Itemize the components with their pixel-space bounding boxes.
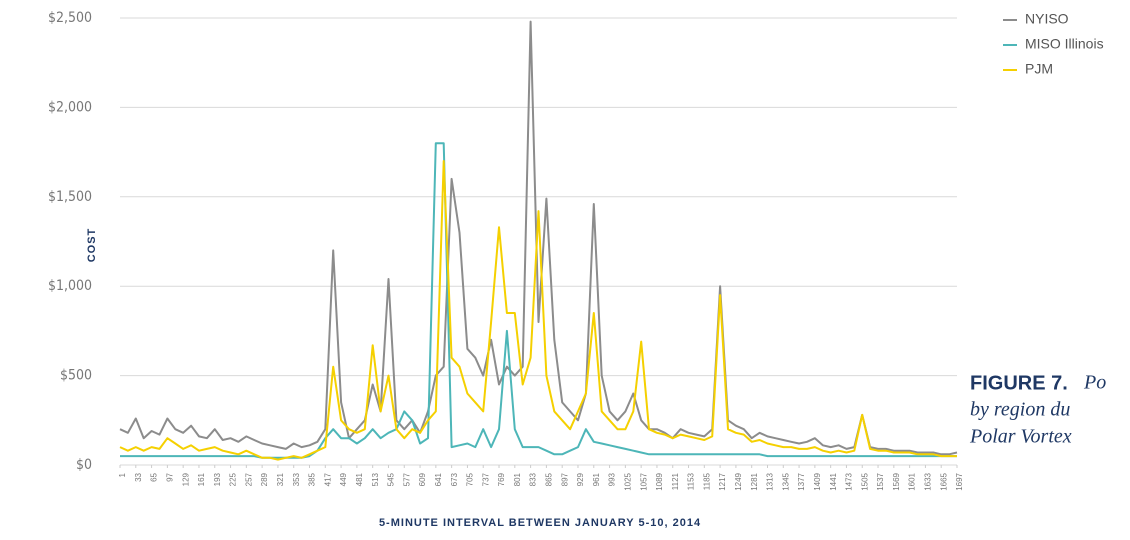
x-tick-label: 993 [608,472,617,486]
x-tick-label: 321 [276,472,285,486]
y-tick-label: $500 [60,368,92,384]
caption-line: Po [1083,372,1106,394]
x-tick-label: 1665 [939,472,948,490]
x-tick-label: 513 [371,472,380,486]
x-tick-label: 545 [387,472,396,486]
y-tick-label: $2,000 [48,99,92,115]
y-tick-label: $0 [76,457,92,473]
x-tick-label: 33 [134,472,143,481]
x-tick-label: 481 [355,472,364,486]
x-tick-label: 929 [576,472,585,486]
x-tick-label: 1377 [797,472,806,490]
x-tick-label: 225 [229,472,238,486]
caption-line: Polar Vortex [969,426,1072,448]
y-axis-label: COST [86,228,98,263]
x-tick-label: 257 [244,472,253,486]
x-tick-label: 577 [402,472,411,486]
x-tick-label: 705 [466,472,475,486]
x-tick-label: 1 [118,472,127,477]
x-tick-label: 641 [434,472,443,486]
x-tick-label: 609 [418,472,427,486]
x-tick-label: 289 [260,472,269,486]
x-tick-label: 1153 [687,472,696,490]
x-tick-label: 129 [181,472,190,486]
x-tick-label: 673 [450,472,459,486]
x-tick-label: 1121 [671,472,680,490]
x-tick-label: 97 [165,472,174,481]
x-tick-label: 1441 [829,472,838,490]
x-tick-label: 1409 [813,472,822,490]
x-tick-label: 1569 [892,472,901,490]
y-tick-label: $1,500 [48,189,92,205]
x-tick-label: 1313 [766,472,775,490]
x-tick-label: 193 [213,472,222,486]
x-tick-label: 1025 [623,472,632,490]
x-tick-label: 737 [481,472,490,486]
x-tick-label: 449 [339,472,348,486]
x-tick-label: 1633 [924,472,933,490]
x-tick-label: 1217 [718,472,727,490]
x-axis-label: 5-MINUTE INTERVAL BETWEEN JANUARY 5-10, … [379,517,701,529]
legend-label: MISO Illinois [1025,36,1104,52]
x-tick-label: 801 [513,472,522,486]
x-tick-label: 1345 [781,472,790,490]
x-tick-label: 161 [197,472,206,486]
series-line [119,160,957,461]
x-tick-label: 65 [150,472,159,481]
x-tick-label: 1057 [639,472,648,490]
x-tick-label: 1537 [876,472,885,490]
x-tick-label: 1505 [860,472,869,490]
x-tick-label: 1281 [750,472,759,490]
x-tick-label: 1185 [702,472,711,490]
x-tick-label: 1089 [655,472,664,490]
series-line [119,20,958,456]
x-tick-label: 769 [497,472,506,486]
figure-label: FIGURE 7. [970,372,1068,394]
legend-label: NYISO [1025,11,1069,27]
x-tick-label: 353 [292,472,301,486]
x-tick-label: 897 [560,472,569,486]
x-tick-label: 1249 [734,472,743,490]
legend-label: PJM [1025,61,1053,77]
y-tick-label: $1,000 [48,278,92,294]
x-tick-label: 1473 [845,472,854,490]
caption-line: by region du [970,399,1070,421]
x-tick-label: 1601 [908,472,917,490]
x-tick-label: 1697 [955,472,964,490]
x-tick-label: 833 [529,472,538,486]
x-tick-label: 417 [323,472,332,486]
x-tick-label: 961 [592,472,601,486]
x-tick-label: 865 [545,472,554,486]
x-tick-label: 385 [308,472,317,486]
y-tick-label: $2,500 [48,10,92,26]
